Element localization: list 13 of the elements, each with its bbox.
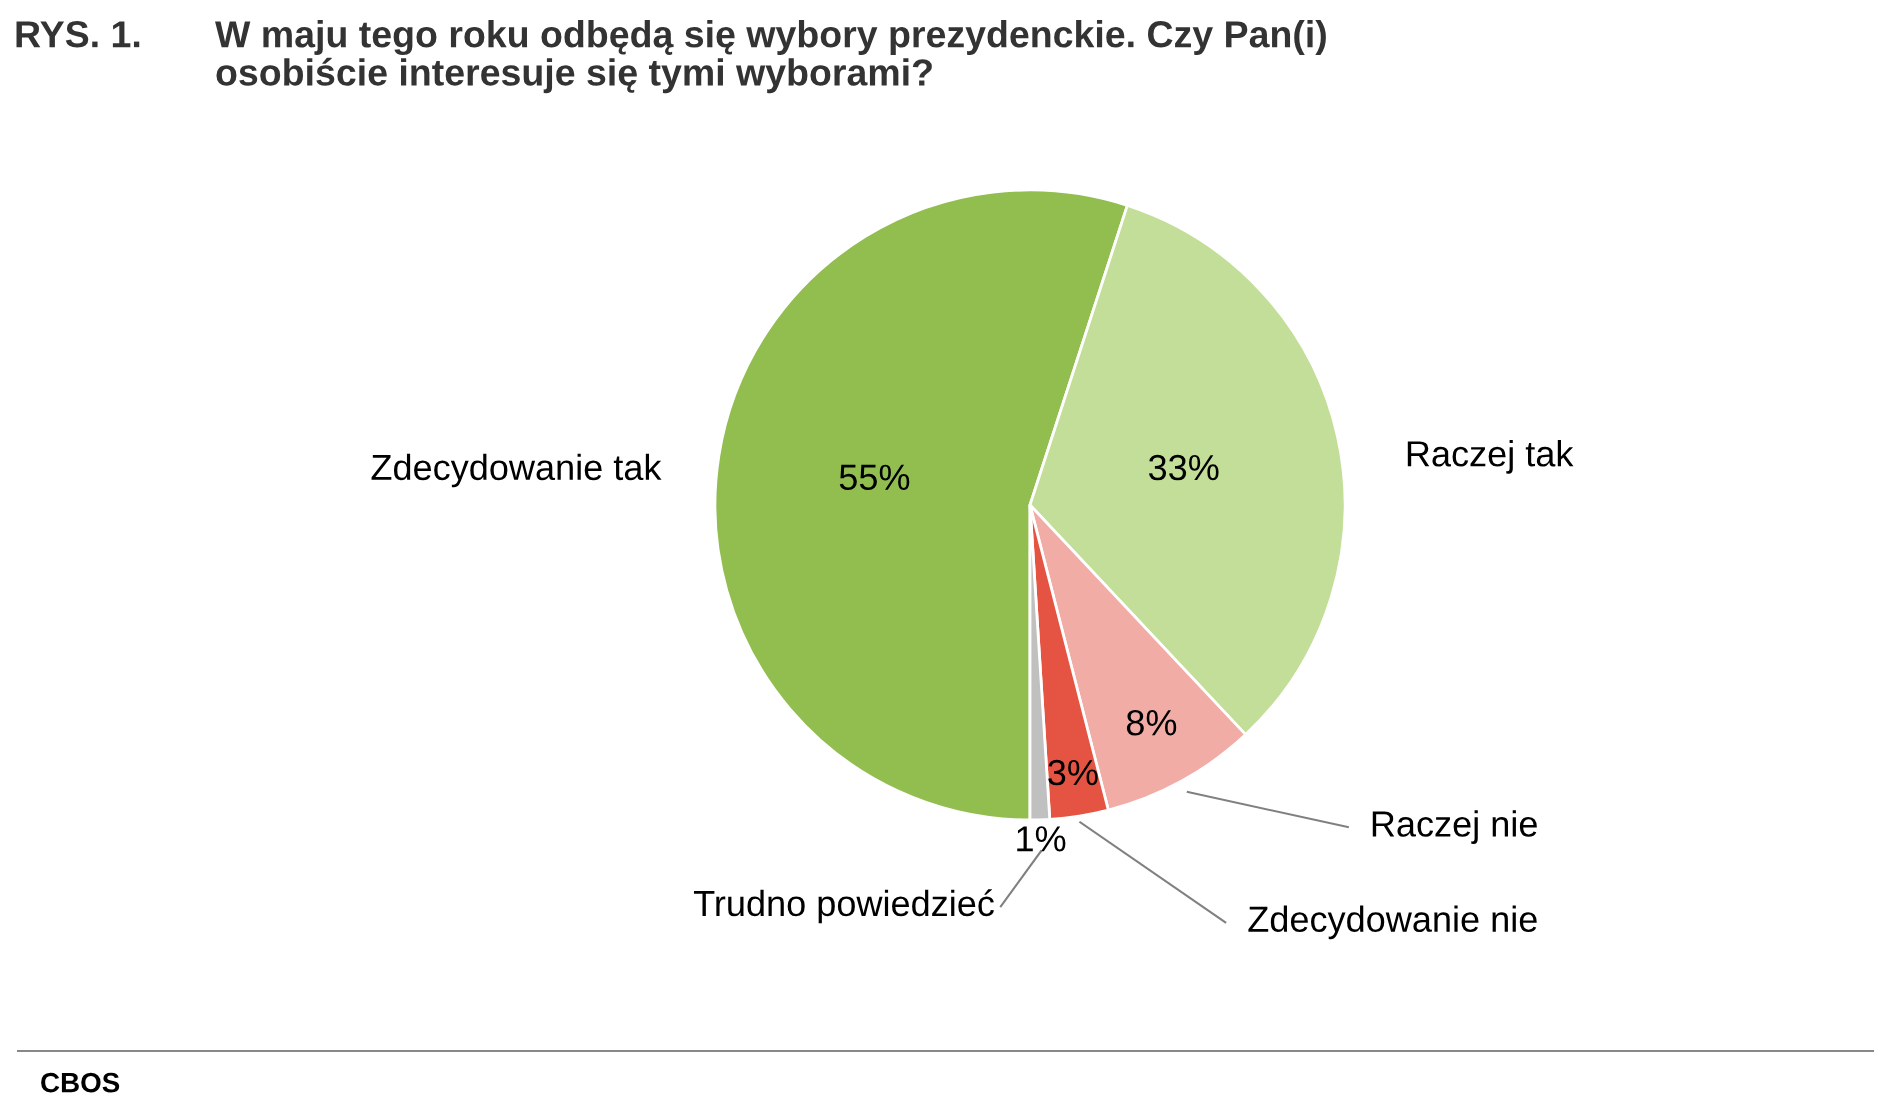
- text: RYS. 1.: [16, 20, 140, 48]
- chart-title: W maju tego roku odbędą się wybory prezydenckie. Czy Pan(i) osobiście interesuje się tymi wyborami?: [215, 20, 1326, 94]
- slice-label: Zdecydowanie nie: [1248, 905, 1537, 940]
- data-label: 1%: [1017, 826, 1066, 852]
- slice-label: Raczej nie: [1372, 810, 1537, 844]
- text: CBOS: [41, 1072, 120, 1093]
- slice-label: Zdecydowanie tak: [371, 453, 662, 488]
- slice-label: Raczej tak: [1407, 440, 1574, 474]
- slice-label: Trudno powiedzieć: [693, 889, 994, 924]
- data-label: 8%: [1126, 709, 1177, 736]
- data-label: 3%: [1048, 759, 1098, 786]
- data-label: 33%: [1148, 454, 1219, 481]
- data-label: 55%: [839, 464, 910, 491]
